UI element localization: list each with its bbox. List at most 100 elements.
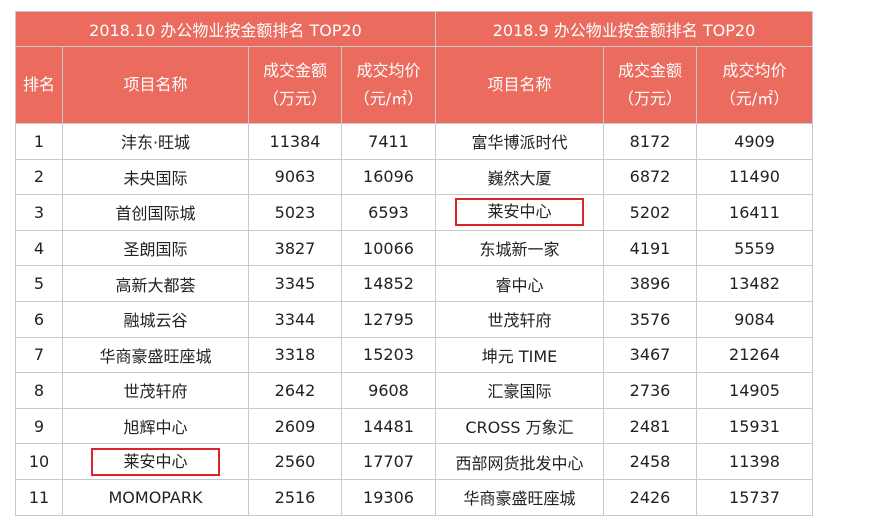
name-cell-left: 未央国际 xyxy=(62,158,249,196)
amount-label-left: 成交金额 xyxy=(262,61,327,80)
amount-cell-right: 6872 xyxy=(603,158,697,196)
price-cell-left: 14481 xyxy=(341,407,436,445)
col-header-name-left: 项目名称 xyxy=(62,46,249,124)
name-cell-left: 华商豪盛旺座城 xyxy=(62,336,249,374)
rank-cell: 1 xyxy=(15,123,63,160)
price-cell-right: 4909 xyxy=(696,123,813,160)
col-header-amount-left: 成交金额 （万元） xyxy=(248,46,342,124)
table-row: 7 华商豪盛旺座城 3318 15203 坤元 TIME 3467 21264 xyxy=(15,336,813,374)
highlight-box: 莱安中心 xyxy=(91,447,220,476)
amount-cell-right: 4191 xyxy=(603,229,697,267)
name-cell-right: 西部网货批发中心 xyxy=(435,443,604,480)
name-cell-left: 世茂轩府 xyxy=(62,372,249,409)
rank-cell: 9 xyxy=(15,407,63,445)
rank-cell: 7 xyxy=(15,336,63,374)
col-header-amount-right: 成交金额 （万元） xyxy=(603,46,697,124)
price-cell-left: 15203 xyxy=(341,336,436,374)
price-label-right: 成交均价 xyxy=(722,61,787,80)
price-cell-left: 9608 xyxy=(341,372,436,409)
table-row: 11 MOMOPARK 2516 19306 华商豪盛旺座城 2426 15737 xyxy=(15,478,813,516)
rank-cell: 6 xyxy=(15,300,63,338)
col-header-price-right: 成交均价 （元/㎡） xyxy=(696,46,813,124)
rank-cell: 8 xyxy=(15,372,63,409)
price-cell-right: 11398 xyxy=(696,443,813,480)
table-row: 10 莱安中心 2560 17707 西部网货批发中心 2458 11398 xyxy=(15,443,813,480)
amount-cell-right: 2481 xyxy=(603,407,697,445)
name-cell-left: 高新大都荟 xyxy=(62,265,249,302)
table-row: 5 高新大都荟 3345 14852 睿中心 3896 13482 xyxy=(15,265,813,302)
table-row: 2 未央国际 9063 16096 巍然大厦 6872 11490 xyxy=(15,158,813,196)
price-cell-left: 16096 xyxy=(341,158,436,196)
name-cell-right: 富华博派时代 xyxy=(435,123,604,160)
price-cell-right: 11490 xyxy=(696,158,813,196)
amount-unit-right: （万元） xyxy=(617,89,682,108)
price-unit-left: （元/㎡） xyxy=(353,89,424,108)
table-body: 1 沣东·旺城 11384 7411 富华博派时代 8172 4909 2 未央国际 9063 16… xyxy=(15,123,813,516)
left-table-title: 2018.10 办公物业按金额排名 TOP20 xyxy=(15,11,436,47)
price-cell-right: 21264 xyxy=(696,336,813,374)
price-cell-left: 10066 xyxy=(341,229,436,267)
rank-cell: 11 xyxy=(15,478,63,516)
name-cell-right: 华商豪盛旺座城 xyxy=(435,478,604,516)
amount-cell-right: 2426 xyxy=(603,478,697,516)
name-cell-left: 沣东·旺城 xyxy=(62,123,249,160)
price-cell-left: 12795 xyxy=(341,300,436,338)
price-cell-right: 15931 xyxy=(696,407,813,445)
amount-cell-right: 8172 xyxy=(603,123,697,160)
table-row: 4 圣朗国际 3827 10066 东城新一家 4191 5559 xyxy=(15,229,813,267)
amount-cell-left: 2642 xyxy=(248,372,342,409)
amount-cell-right: 2458 xyxy=(603,443,697,480)
price-cell-right: 16411 xyxy=(696,194,813,231)
rank-cell: 2 xyxy=(15,158,63,196)
name-cell-right: CROSS 万象汇 xyxy=(435,407,604,445)
col-header-price-left: 成交均价 （元/㎡） xyxy=(341,46,436,124)
name-cell-right: 巍然大厦 xyxy=(435,158,604,196)
price-cell-right: 15737 xyxy=(696,478,813,516)
rank-cell: 3 xyxy=(15,194,63,231)
name-cell-left: 首创国际城 xyxy=(62,194,249,231)
price-cell-left: 14852 xyxy=(341,265,436,302)
name-cell-left: MOMOPARK xyxy=(62,478,249,516)
name-cell-left: 莱安中心 xyxy=(62,443,249,480)
price-cell-right: 9084 xyxy=(696,300,813,338)
amount-cell-right: 5202 xyxy=(603,194,697,231)
price-cell-right: 14905 xyxy=(696,372,813,409)
amount-cell-left: 2609 xyxy=(248,407,342,445)
name-cell-right: 汇豪国际 xyxy=(435,372,604,409)
table-row: 9 旭辉中心 2609 14481 CROSS 万象汇 2481 15931 xyxy=(15,407,813,445)
price-cell-left: 7411 xyxy=(341,123,436,160)
rank-cell: 10 xyxy=(15,443,63,480)
table-row: 3 首创国际城 5023 6593 莱安中心 5202 16411 xyxy=(15,194,813,231)
amount-cell-right: 3576 xyxy=(603,300,697,338)
price-cell-left: 6593 xyxy=(341,194,436,231)
ranking-table: 2018.10 办公物业按金额排名 TOP20 2018.9 办公物业按金额排名… xyxy=(15,11,813,516)
amount-label-right: 成交金额 xyxy=(617,61,682,80)
name-cell-right: 莱安中心 xyxy=(435,194,604,231)
highlight-box: 莱安中心 xyxy=(455,198,584,227)
amount-cell-right: 2736 xyxy=(603,372,697,409)
name-cell-right: 睿中心 xyxy=(435,265,604,302)
amount-unit-left: （万元） xyxy=(262,89,327,108)
price-cell-left: 19306 xyxy=(341,478,436,516)
name-cell-right: 东城新一家 xyxy=(435,229,604,267)
price-cell-right: 5559 xyxy=(696,229,813,267)
amount-cell-left: 9063 xyxy=(248,158,342,196)
amount-cell-left: 3344 xyxy=(248,300,342,338)
amount-cell-left: 5023 xyxy=(248,194,342,231)
price-unit-right: （元/㎡） xyxy=(719,89,790,108)
table-row: 1 沣东·旺城 11384 7411 富华博派时代 8172 4909 xyxy=(15,123,813,160)
price-cell-left: 17707 xyxy=(341,443,436,480)
amount-cell-left: 3345 xyxy=(248,265,342,302)
amount-cell-right: 3467 xyxy=(603,336,697,374)
rank-cell: 4 xyxy=(15,229,63,267)
amount-cell-left: 3318 xyxy=(248,336,342,374)
name-cell-left: 圣朗国际 xyxy=(62,229,249,267)
name-cell-left: 融城云谷 xyxy=(62,300,249,338)
rank-cell: 5 xyxy=(15,265,63,302)
amount-cell-left: 11384 xyxy=(248,123,342,160)
amount-cell-left: 2560 xyxy=(248,443,342,480)
name-cell-right: 世茂轩府 xyxy=(435,300,604,338)
table-row: 8 世茂轩府 2642 9608 汇豪国际 2736 14905 xyxy=(15,372,813,409)
right-table-title: 2018.9 办公物业按金额排名 TOP20 xyxy=(435,11,813,47)
amount-cell-right: 3896 xyxy=(603,265,697,302)
